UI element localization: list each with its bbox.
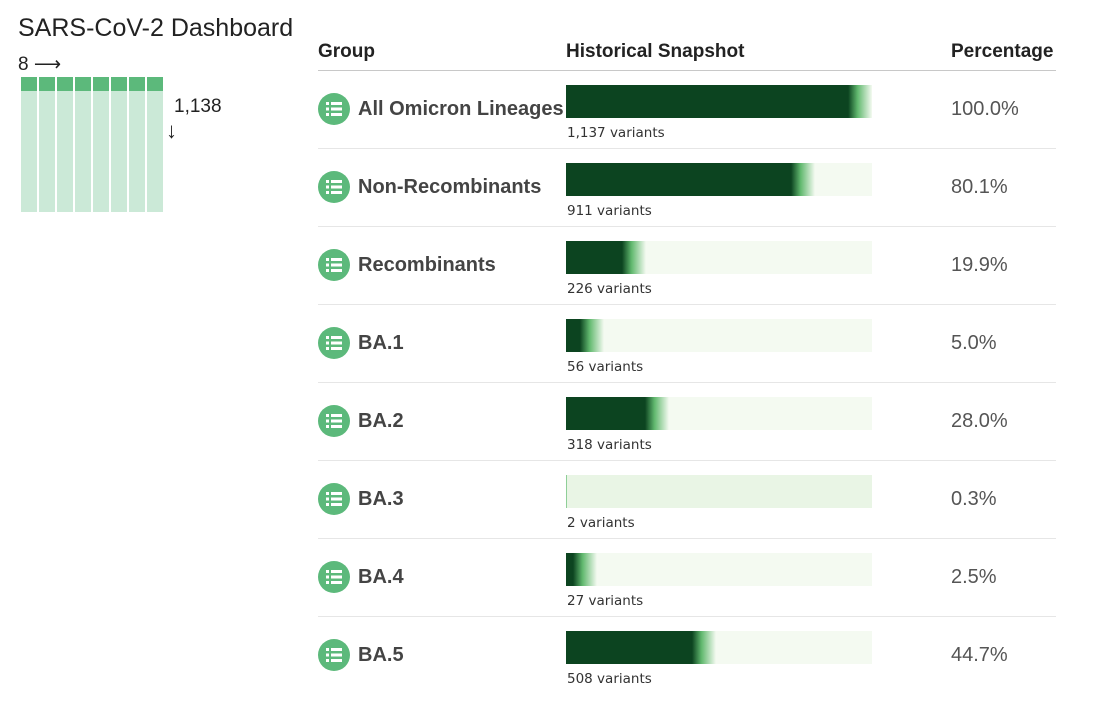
snapshot-bar-track (566, 475, 872, 508)
variant-count: 56 variants (567, 359, 644, 375)
grid-column-header-cell (21, 77, 37, 91)
grid-column (93, 77, 109, 212)
group-name: BA.4 (358, 566, 404, 588)
grid-column-body-cell (129, 91, 145, 212)
rows-count-label: 1,138 (174, 96, 222, 117)
grid-column (57, 77, 73, 212)
grid-column-body-cell (39, 91, 55, 212)
table-row: BA.1 56 variants 5.0% (318, 305, 1056, 383)
list-icon[interactable] (318, 405, 350, 437)
variant-count: 27 variants (567, 593, 644, 609)
snapshot-bar-fill (566, 319, 604, 352)
snapshot-bar-track (566, 163, 872, 196)
grid-column-body-cell (111, 91, 127, 212)
percentage-value: 44.7% (951, 644, 1008, 666)
grid-column (147, 77, 163, 212)
snapshot-bar-track (566, 397, 872, 430)
snapshot-bar-track (566, 553, 872, 586)
table-row: Recombinants 226 variants 19.9% (318, 227, 1056, 305)
percentage-value: 28.0% (951, 410, 1008, 432)
snapshot-bar-track (566, 319, 872, 352)
grid-column-header-cell (75, 77, 91, 91)
snapshot-bar-track (566, 85, 872, 118)
header-historical-snapshot: Historical Snapshot (566, 41, 745, 62)
variant-count: 508 variants (567, 671, 652, 687)
grid-column-body-cell (57, 91, 73, 212)
group-name: Non-Recombinants (358, 176, 542, 198)
group-name: BA.2 (358, 410, 404, 432)
grid-column-header-cell (147, 77, 163, 91)
table-row: BA.2 318 variants 28.0% (318, 383, 1056, 461)
grid-column-header-cell (39, 77, 55, 91)
grid-column (111, 77, 127, 212)
grid-column (39, 77, 55, 212)
table-body: All Omicron Lineages 1,137 variants 100.0%… (318, 71, 1056, 694)
list-icon[interactable] (318, 327, 350, 359)
snapshot-bar-fill (566, 241, 646, 274)
grid-column-body-cell (147, 91, 163, 212)
percentage-value: 2.5% (951, 566, 997, 588)
table-row: BA.5 508 variants 44.7% (318, 617, 1056, 694)
percentage-value: 0.3% (951, 488, 997, 510)
columns-count-label: 8 ⟶ (18, 54, 62, 75)
list-icon[interactable] (318, 249, 350, 281)
grid-column-body-cell (21, 91, 37, 212)
list-icon[interactable] (318, 483, 350, 515)
group-name: All Omicron Lineages (358, 98, 564, 120)
grid-column (129, 77, 145, 212)
data-shape-grid (20, 77, 164, 212)
snapshot-bar-fill (566, 85, 872, 118)
snapshot-bar-fill (566, 163, 815, 196)
down-arrow-icon: ↓ (166, 118, 177, 143)
snapshot-bar-fill (566, 475, 567, 508)
grid-column-body-cell (93, 91, 109, 212)
list-icon[interactable] (318, 639, 350, 671)
table-row: BA.3 2 variants 0.3% (318, 461, 1056, 539)
group-name: BA.3 (358, 488, 404, 510)
grid-column-header-cell (111, 77, 127, 91)
snapshot-bar-fill (566, 397, 669, 430)
grid-column-header-cell (57, 77, 73, 91)
variant-count: 226 variants (567, 281, 652, 297)
percentage-value: 5.0% (951, 332, 997, 354)
group-name: BA.1 (358, 332, 404, 354)
snapshot-bar-fill (566, 631, 716, 664)
group-name: Recombinants (358, 254, 496, 276)
list-icon[interactable] (318, 171, 350, 203)
variant-count: 911 variants (567, 203, 652, 219)
table-row: BA.4 27 variants 2.5% (318, 539, 1056, 617)
grid-column-body-cell (75, 91, 91, 212)
list-icon[interactable] (318, 93, 350, 125)
percentage-value: 19.9% (951, 254, 1008, 276)
grid-column-header-cell (129, 77, 145, 91)
table-row: Non-Recombinants 911 variants 80.1% (318, 149, 1056, 227)
grid-column (75, 77, 91, 212)
grid-column (21, 77, 37, 212)
variant-count: 318 variants (567, 437, 652, 453)
header-percentage: Percentage (951, 41, 1054, 62)
table-header: Group Historical Snapshot Percentage (318, 36, 1056, 71)
group-name: BA.5 (358, 644, 404, 666)
percentage-value: 80.1% (951, 176, 1008, 198)
snapshot-bar-track (566, 241, 872, 274)
dashboard-title: SARS-CoV-2 Dashboard (18, 14, 294, 42)
variant-count: 2 variants (567, 515, 635, 531)
variant-count: 1,137 variants (567, 125, 665, 141)
table-row: All Omicron Lineages 1,137 variants 100.0% (318, 71, 1056, 149)
list-icon[interactable] (318, 561, 350, 593)
grid-column-header-cell (93, 77, 109, 91)
header-group: Group (318, 41, 375, 62)
snapshot-bar-fill (566, 553, 597, 586)
percentage-value: 100.0% (951, 98, 1019, 120)
lineage-table: Group Historical Snapshot Percentage All… (318, 36, 1056, 694)
snapshot-bar-track (566, 631, 872, 664)
